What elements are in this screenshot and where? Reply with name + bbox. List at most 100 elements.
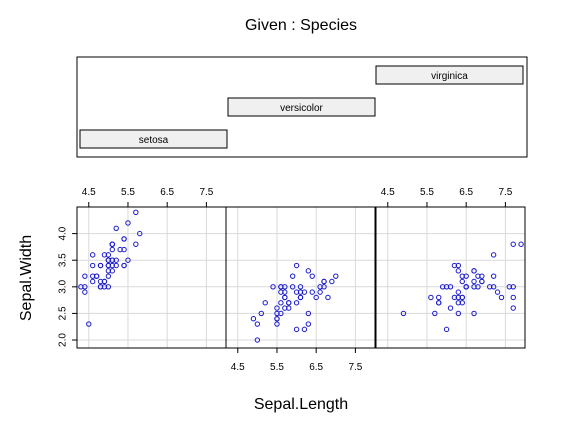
data-point bbox=[400, 310, 407, 317]
x-tick-label: 4.5 bbox=[381, 187, 395, 198]
data-point bbox=[459, 278, 465, 285]
data-point bbox=[125, 220, 131, 226]
data-point bbox=[321, 278, 327, 285]
data-point bbox=[443, 326, 450, 333]
data-point bbox=[436, 294, 442, 301]
data-point bbox=[451, 262, 458, 269]
data-point bbox=[439, 284, 446, 290]
data-point bbox=[463, 284, 469, 290]
data-point bbox=[133, 241, 139, 247]
data-point bbox=[113, 225, 119, 231]
y-tick-label: 3.5 bbox=[58, 253, 69, 267]
data-point bbox=[297, 294, 304, 301]
data-point bbox=[305, 321, 312, 327]
data-point bbox=[293, 262, 300, 269]
data-point bbox=[490, 284, 497, 290]
data-point bbox=[455, 268, 462, 274]
panel-versicolor: 4.5 5.5 6.5 7.5 bbox=[225, 206, 376, 373]
data-point bbox=[436, 300, 442, 306]
data-point bbox=[254, 321, 261, 327]
data-point bbox=[455, 300, 462, 306]
data-point bbox=[274, 310, 280, 317]
given-label-virginica: virginica bbox=[431, 71, 468, 82]
data-point bbox=[286, 300, 292, 306]
data-point bbox=[293, 300, 300, 306]
data-point bbox=[89, 262, 96, 269]
data-point bbox=[121, 236, 127, 242]
data-point bbox=[490, 273, 497, 279]
data-point bbox=[321, 284, 327, 290]
panel-frame bbox=[76, 206, 227, 349]
y-axis-label: Sepal.Width bbox=[18, 235, 35, 321]
x-tick-label: 6.5 bbox=[309, 362, 323, 373]
data-point bbox=[510, 305, 516, 311]
data-point bbox=[305, 310, 312, 317]
data-point bbox=[117, 246, 123, 253]
data-point bbox=[258, 310, 264, 317]
given-interval-virginica bbox=[375, 65, 524, 85]
data-point bbox=[475, 273, 481, 279]
data-point bbox=[325, 294, 331, 301]
data-point bbox=[301, 289, 308, 295]
data-point bbox=[286, 305, 292, 311]
data-point bbox=[121, 262, 127, 269]
data-point bbox=[498, 294, 505, 301]
scatter-panels: 4.5 5.5 6.5 7.5 4.5 5.5 6.5 7.5 4.5 5.5 6.5 7.5 2.0 2… bbox=[58, 187, 526, 373]
data-point bbox=[432, 310, 438, 317]
data-point bbox=[309, 273, 315, 279]
given-interval-setosa bbox=[79, 129, 228, 149]
data-point bbox=[471, 268, 477, 274]
data-point bbox=[274, 321, 280, 327]
data-point bbox=[317, 289, 323, 295]
x-tick-label: 4.5 bbox=[231, 362, 245, 373]
x-tick-label: 7.5 bbox=[348, 362, 362, 373]
data-point bbox=[105, 273, 112, 279]
data-point bbox=[510, 241, 516, 247]
data-point bbox=[309, 289, 315, 295]
data-point bbox=[471, 278, 477, 285]
data-point bbox=[282, 284, 288, 290]
given-bars: setosa versicolor virginica bbox=[79, 65, 524, 149]
x-tick-label: 5.5 bbox=[270, 362, 284, 373]
y-tick-label: 2.5 bbox=[58, 306, 69, 320]
data-point bbox=[113, 257, 119, 263]
x-tick-label: 6.5 bbox=[459, 187, 473, 198]
data-point bbox=[428, 294, 434, 301]
data-point bbox=[518, 241, 524, 247]
x-tick-label: 4.5 bbox=[82, 187, 96, 198]
data-point bbox=[262, 300, 268, 306]
chart-title: Given : Species bbox=[245, 17, 357, 34]
data-point bbox=[455, 289, 462, 295]
x-tick-label: 6.5 bbox=[160, 187, 174, 198]
given-interval-versicolor bbox=[227, 97, 376, 117]
data-point bbox=[97, 262, 104, 269]
data-point bbox=[510, 294, 516, 301]
data-point bbox=[494, 289, 501, 295]
data-point bbox=[109, 241, 115, 247]
data-point bbox=[89, 273, 96, 279]
data-point bbox=[109, 262, 115, 269]
data-point bbox=[97, 284, 104, 290]
data-point bbox=[293, 289, 300, 295]
data-point bbox=[82, 273, 88, 279]
data-point bbox=[86, 321, 92, 327]
data-point bbox=[89, 278, 96, 285]
data-point bbox=[301, 326, 308, 333]
data-point bbox=[105, 268, 112, 274]
y-tick-label: 3.0 bbox=[58, 279, 69, 293]
given-label-versicolor: versicolor bbox=[280, 103, 323, 114]
data-point bbox=[479, 278, 485, 285]
data-point bbox=[101, 278, 108, 285]
data-point bbox=[305, 268, 312, 274]
y-tick-label: 4.0 bbox=[58, 226, 69, 240]
y-tick-label: 2.0 bbox=[58, 333, 69, 347]
data-point bbox=[293, 326, 300, 333]
data-point bbox=[447, 305, 454, 311]
data-point bbox=[89, 252, 96, 258]
x-tick-label: 5.5 bbox=[121, 187, 135, 198]
data-point bbox=[101, 252, 108, 258]
data-point bbox=[297, 284, 304, 290]
data-point bbox=[254, 337, 261, 343]
given-panel bbox=[76, 56, 528, 158]
